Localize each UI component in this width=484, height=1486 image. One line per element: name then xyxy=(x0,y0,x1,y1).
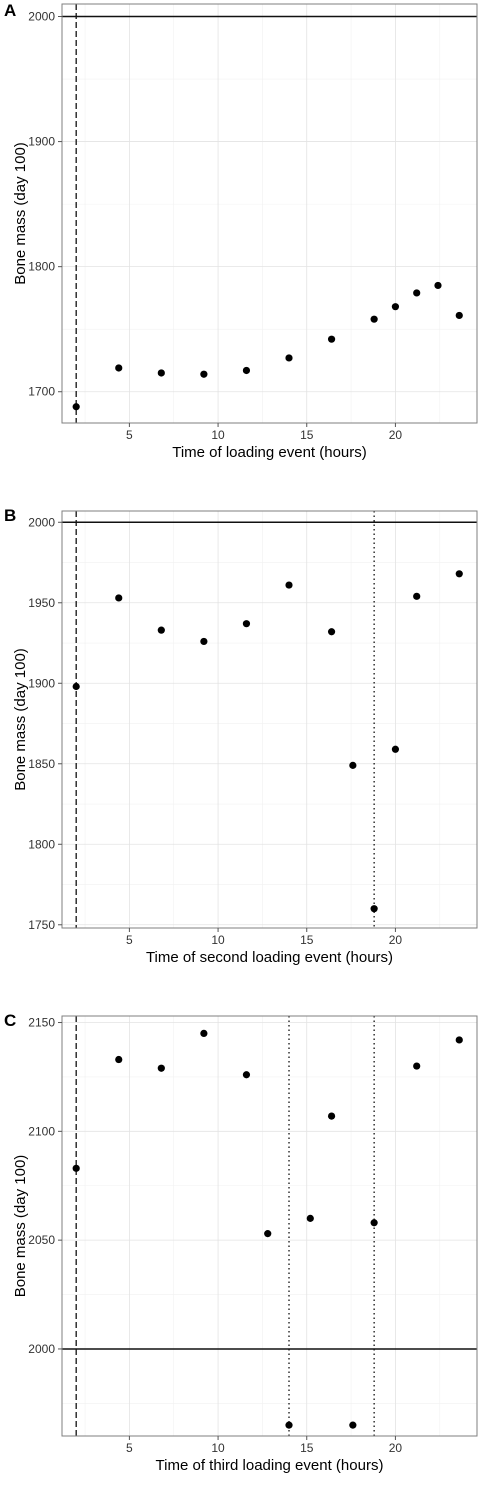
data-point xyxy=(327,335,336,343)
data-point xyxy=(327,1112,336,1120)
data-point xyxy=(200,1029,208,1038)
data-point xyxy=(157,626,165,634)
data-point xyxy=(157,1064,165,1072)
y-tick-label: 2000 xyxy=(28,10,55,24)
plot-background xyxy=(62,511,477,928)
plot-border xyxy=(61,1015,478,1437)
y-tick-label: 2000 xyxy=(28,1342,55,1356)
data-point xyxy=(72,403,80,411)
x-axis-title: Time of second loading event (hours) xyxy=(146,949,393,966)
panel-letter: C xyxy=(4,1011,16,1030)
y-tick-label: 1800 xyxy=(28,837,55,851)
data-point xyxy=(115,594,123,602)
y-tick-label: 1950 xyxy=(28,596,55,610)
panel-letter: B xyxy=(4,506,16,525)
data-point xyxy=(413,1062,421,1070)
x-tick-label: 15 xyxy=(300,1441,314,1455)
data-point xyxy=(327,628,336,636)
x-axis-title: Time of third loading event (hours) xyxy=(156,1457,384,1474)
data-point xyxy=(264,1230,272,1238)
data-point xyxy=(72,1164,80,1172)
y-tick-label: 2100 xyxy=(28,1124,55,1138)
plot-background xyxy=(62,1016,477,1436)
plot-border xyxy=(61,3,478,424)
data-point xyxy=(200,370,208,378)
y-tick-label: 2000 xyxy=(28,515,55,529)
data-point xyxy=(455,311,463,320)
data-point xyxy=(242,620,251,628)
panel-letter: A xyxy=(4,1,16,20)
y-tick-label: 2050 xyxy=(28,1233,55,1247)
x-tick-label: 5 xyxy=(126,1441,133,1455)
data-point xyxy=(349,1421,357,1429)
plot-background xyxy=(62,4,477,423)
data-point xyxy=(455,1036,463,1044)
data-point xyxy=(413,289,421,297)
y-tick-label: 1850 xyxy=(28,757,55,771)
y-axis-title: Bone mass (day 100) xyxy=(12,1155,29,1298)
y-tick-label: 1900 xyxy=(28,676,55,690)
x-tick-label: 15 xyxy=(300,428,314,442)
x-tick-label: 10 xyxy=(211,933,225,947)
data-point xyxy=(434,281,442,290)
panel-b: 5 10 15 20 1750 1800 1850 1900 1950 2000 Time of s… xyxy=(4,506,478,966)
y-tick-label: 1900 xyxy=(28,135,55,149)
data-point xyxy=(349,761,357,769)
data-point xyxy=(370,315,378,323)
data-point xyxy=(370,905,378,913)
data-point xyxy=(200,637,208,646)
data-point xyxy=(391,745,400,753)
y-axis-title: Bone mass (day 100) xyxy=(12,142,29,285)
x-tick-label: 20 xyxy=(389,1441,403,1455)
data-point xyxy=(72,682,80,691)
data-point xyxy=(157,369,165,377)
panel-c: 5 10 15 20 2000 2050 2100 2150 Time of third loa… xyxy=(4,1011,478,1474)
data-point xyxy=(370,1219,378,1227)
data-point xyxy=(115,1055,123,1064)
data-point xyxy=(285,354,293,362)
data-point xyxy=(413,592,421,600)
y-tick-label: 1750 xyxy=(28,918,55,932)
data-point xyxy=(242,366,251,375)
x-tick-label: 15 xyxy=(300,933,314,947)
x-tick-label: 10 xyxy=(211,1441,225,1455)
x-tick-label: 5 xyxy=(126,428,133,442)
y-axis-title: Bone mass (day 100) xyxy=(12,648,29,791)
data-point xyxy=(285,581,293,589)
y-tick-label: 1800 xyxy=(28,260,55,274)
data-point xyxy=(115,364,123,372)
y-tick-label: 1700 xyxy=(28,385,55,399)
x-tick-label: 10 xyxy=(211,428,225,442)
data-point xyxy=(242,1071,251,1079)
x-tick-label: 5 xyxy=(126,933,133,947)
data-point xyxy=(306,1214,314,1222)
panel-a: 5 10 15 20 1700 1800 1900 2000 Time of loading e… xyxy=(4,1,478,461)
plot-border xyxy=(61,510,478,929)
data-point xyxy=(391,303,400,311)
x-tick-label: 20 xyxy=(389,933,403,947)
y-tick-label: 2150 xyxy=(28,1016,55,1030)
data-point xyxy=(285,1421,293,1429)
data-point xyxy=(455,570,463,578)
x-tick-label: 20 xyxy=(389,428,403,442)
x-axis-title: Time of loading event (hours) xyxy=(172,444,367,461)
